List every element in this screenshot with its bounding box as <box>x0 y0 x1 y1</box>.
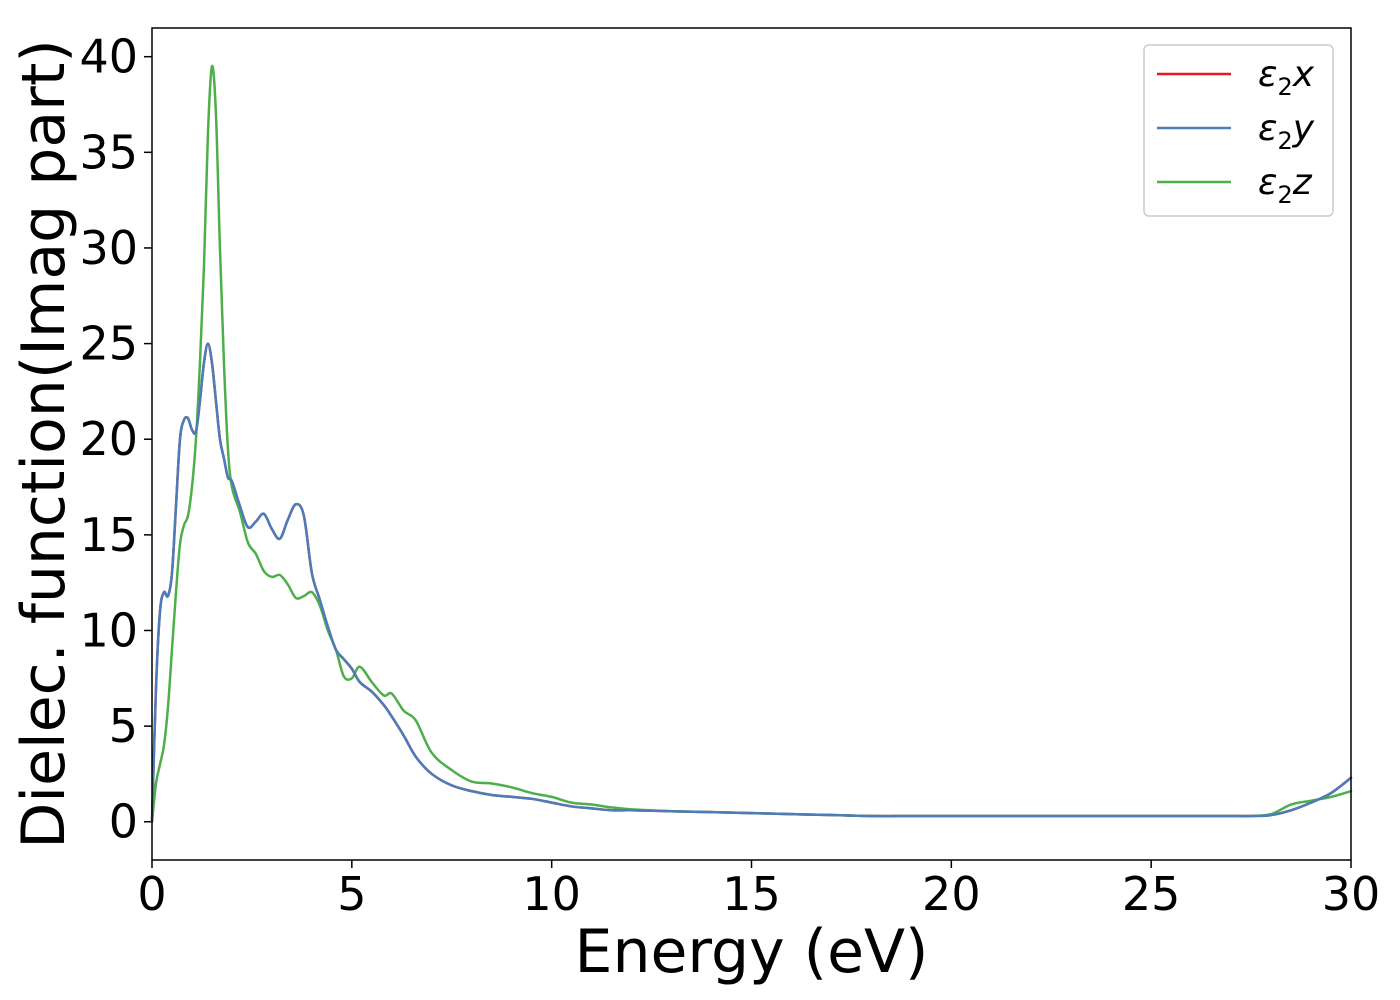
series-line-x <box>150 342 1353 823</box>
x-tick-label: 25 <box>1122 867 1181 921</box>
x-tick-label: 20 <box>922 867 981 921</box>
series-layer <box>150 64 1353 823</box>
plot-frame <box>151 27 1352 861</box>
y-tick-label: 30 <box>79 221 138 275</box>
y-tick-label: 20 <box>79 412 138 466</box>
legend-label-x: ε2x <box>1258 54 1315 101</box>
x-axis-label: Energy (eV) <box>575 917 929 987</box>
legend-label-y: ε2y <box>1258 108 1315 155</box>
y-axis-ticks: 0 5 10 15 20 25 30 35 40 <box>79 30 152 849</box>
y-tick-label: 5 <box>109 699 138 753</box>
x-tick-label: 5 <box>337 867 366 921</box>
x-axis-ticks: 0 5 10 15 20 25 30 <box>137 860 1380 921</box>
y-tick-label: 40 <box>79 30 138 84</box>
legend-box <box>1143 44 1334 217</box>
legend: ε2x ε2y ε2z <box>1143 44 1334 217</box>
y-axis-label: Dielec. function(Imag part) <box>9 39 79 849</box>
series-line-y <box>150 342 1353 823</box>
y-tick-label: 10 <box>79 603 138 657</box>
x-tick-label: 30 <box>1322 867 1381 921</box>
x-tick-label: 10 <box>522 867 581 921</box>
x-tick-label: 15 <box>722 867 781 921</box>
y-tick-label: 35 <box>79 125 138 179</box>
y-tick-label: 0 <box>109 795 138 849</box>
legend-label-z: ε2z <box>1258 162 1313 209</box>
x-tick-label: 0 <box>137 867 166 921</box>
y-tick-label: 25 <box>79 317 138 371</box>
y-tick-label: 15 <box>79 508 138 562</box>
